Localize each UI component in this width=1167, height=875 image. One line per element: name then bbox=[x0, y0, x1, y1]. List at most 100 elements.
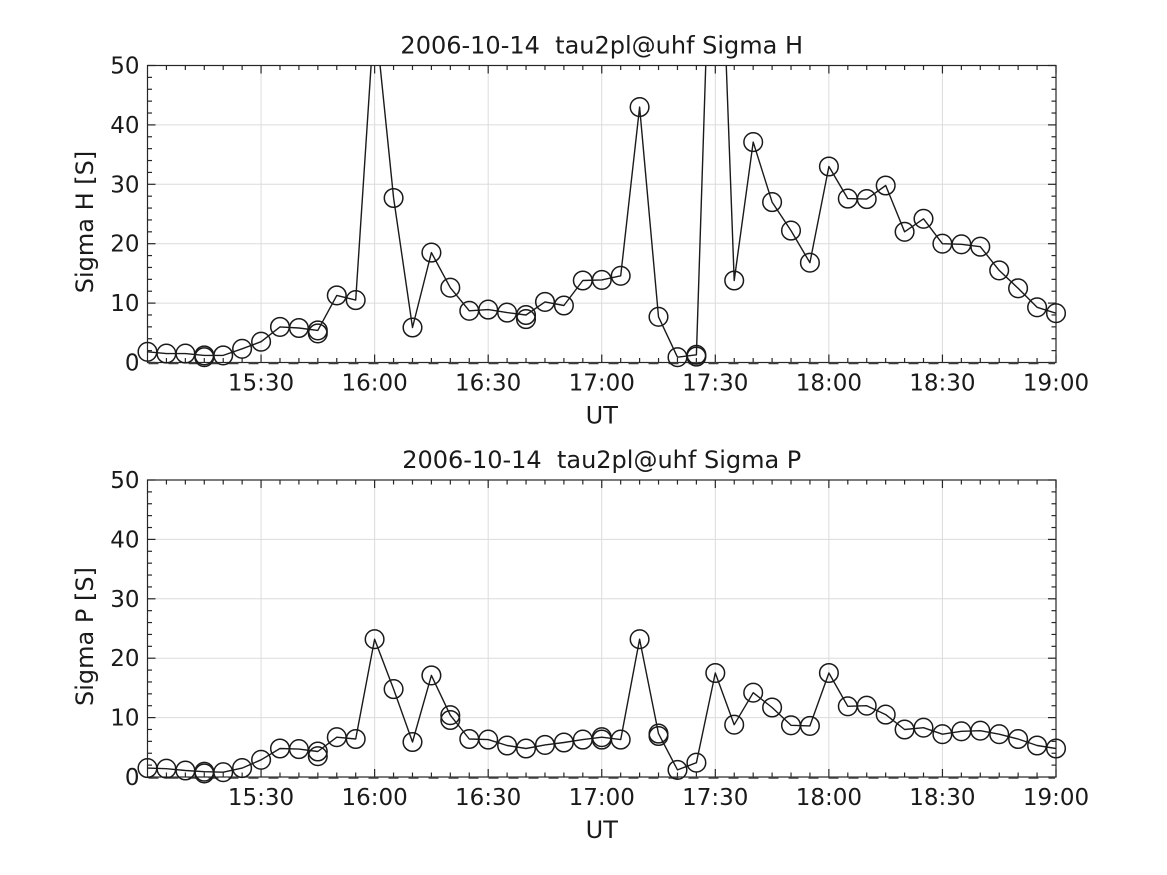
x-tick-label: 16:30 bbox=[455, 785, 521, 811]
series-line bbox=[147, 65, 1056, 358]
data-point-marker bbox=[497, 735, 518, 756]
extra-data-point-marker bbox=[591, 729, 612, 750]
data-point-marker bbox=[724, 714, 745, 735]
data-point-marker bbox=[799, 715, 820, 736]
y-tick-label: 10 bbox=[110, 706, 139, 732]
series-line bbox=[147, 638, 1056, 773]
data-point-marker bbox=[1045, 303, 1067, 324]
data-point-marker bbox=[705, 662, 726, 684]
data-point-marker bbox=[307, 741, 328, 762]
data-point-marker bbox=[364, 629, 385, 650]
data-point-marker bbox=[913, 208, 934, 229]
data-point-marker bbox=[610, 265, 631, 286]
data-point-marker bbox=[913, 717, 934, 738]
x-tick-label: 15:30 bbox=[228, 785, 294, 811]
data-point-marker bbox=[762, 697, 783, 718]
data-point-marker bbox=[686, 752, 707, 773]
data-point-marker bbox=[743, 132, 764, 153]
data-point-marker bbox=[856, 695, 877, 716]
data-point-marker bbox=[251, 331, 272, 352]
y-tick-label: 0 bbox=[125, 765, 140, 791]
y-tick-label: 30 bbox=[110, 172, 139, 198]
x-tick-label: 18:00 bbox=[796, 371, 862, 397]
y-tick-label: 10 bbox=[110, 291, 139, 317]
data-point-marker bbox=[383, 679, 404, 700]
data-point-marker bbox=[383, 187, 404, 209]
y-tick-label: 0 bbox=[125, 351, 140, 377]
y-tick-label: 20 bbox=[110, 646, 139, 672]
data-point-marker bbox=[894, 221, 915, 242]
y-tick-label: 20 bbox=[110, 232, 139, 258]
extra-data-point-marker bbox=[307, 746, 328, 767]
data-point-marker bbox=[440, 277, 461, 298]
extra-data-point-marker bbox=[648, 725, 669, 747]
data-point-marker bbox=[875, 704, 896, 725]
x-axis-label: UT bbox=[586, 816, 619, 844]
x-tick-label: 19:00 bbox=[1023, 371, 1089, 397]
data-point-marker bbox=[402, 317, 423, 338]
x-tick-label: 17:00 bbox=[569, 785, 635, 811]
chart-sigma-h: 2006-10-14 tau2pl@uhf Sigma H UT Sigma H [… bbox=[71, 32, 1089, 430]
x-axis-label: UT bbox=[586, 402, 619, 430]
data-point-marker bbox=[232, 758, 253, 779]
x-tick-label: 16:30 bbox=[455, 371, 521, 397]
data-point-marker bbox=[1008, 278, 1029, 299]
data-point-marker bbox=[1045, 738, 1067, 759]
y-axis-label: Sigma P [S] bbox=[71, 567, 99, 706]
data-point-marker bbox=[989, 724, 1010, 745]
data-point-marker bbox=[856, 189, 877, 210]
data-point-marker bbox=[780, 220, 802, 241]
data-point-marker bbox=[345, 290, 366, 311]
series-line-group bbox=[147, 65, 1056, 358]
y-tick-label: 40 bbox=[110, 113, 139, 139]
data-point-marker bbox=[970, 720, 991, 741]
data-point-marker bbox=[591, 269, 612, 290]
extra-data-point-marker bbox=[307, 323, 328, 344]
data-point-marker bbox=[970, 236, 991, 257]
x-tick-label: 18:00 bbox=[796, 785, 862, 811]
x-tick-label: 16:00 bbox=[341, 785, 407, 811]
data-point-marker bbox=[402, 731, 423, 753]
data-point-marker bbox=[326, 285, 347, 306]
extra-data-point-marker bbox=[515, 309, 537, 330]
data-point-marker bbox=[724, 270, 745, 291]
x-tick-label: 15:30 bbox=[228, 371, 294, 397]
data-point-marker bbox=[251, 749, 272, 770]
y-tick-label: 50 bbox=[110, 54, 139, 80]
data-point-marker bbox=[515, 304, 537, 326]
data-point-marker bbox=[667, 759, 688, 780]
x-tick-label: 18:30 bbox=[909, 371, 975, 397]
x-tick-label: 16:00 bbox=[341, 371, 407, 397]
data-point-marker bbox=[421, 242, 442, 263]
data-point-marker bbox=[515, 738, 537, 759]
x-tick-label: 19:00 bbox=[1023, 785, 1089, 811]
extra-data-point-marker bbox=[194, 347, 215, 368]
data-point-marker bbox=[762, 192, 783, 213]
x-tick-label: 18:30 bbox=[909, 785, 975, 811]
chart-title: 2006-10-14 tau2pl@uhf Sigma P bbox=[402, 446, 801, 474]
y-tick-label: 30 bbox=[110, 587, 139, 613]
data-point-marker bbox=[478, 729, 499, 750]
data-point-marker bbox=[421, 665, 442, 686]
data-point-marker bbox=[1008, 728, 1029, 750]
data-point-marker bbox=[478, 299, 499, 320]
data-point-marker bbox=[553, 295, 574, 316]
data-point-marker bbox=[743, 682, 764, 703]
data-point-marker bbox=[648, 306, 669, 327]
y-tick-label: 40 bbox=[110, 527, 139, 553]
extra-data-point-marker bbox=[440, 709, 461, 731]
data-point-marker bbox=[232, 338, 253, 359]
y-axis-label: Sigma H [S] bbox=[71, 151, 99, 294]
extra-data-point-marker bbox=[686, 346, 707, 367]
extra-data-point-marker bbox=[194, 763, 215, 784]
chart-title: 2006-10-14 tau2pl@uhf Sigma H bbox=[400, 32, 803, 60]
data-point-marker bbox=[534, 291, 556, 312]
data-point-marker bbox=[629, 629, 650, 650]
chart-sigma-p: 2006-10-14 tau2pl@uhf Sigma P UT Sigma P [… bbox=[71, 446, 1089, 844]
x-tick-label: 17:30 bbox=[682, 785, 748, 811]
data-point-marker bbox=[818, 156, 839, 177]
data-point-marker bbox=[818, 662, 839, 684]
x-tick-label: 17:30 bbox=[682, 371, 748, 397]
